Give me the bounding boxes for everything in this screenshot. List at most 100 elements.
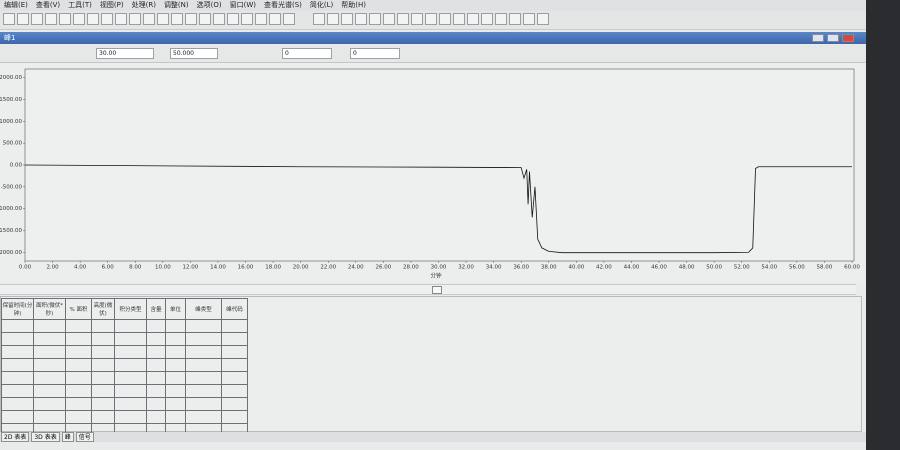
toolbar-button[interactable] <box>73 13 85 25</box>
toolbar-button[interactable] <box>397 13 409 25</box>
toolbar-button[interactable] <box>537 13 549 25</box>
horizontal-scrollbar[interactable] <box>0 284 856 295</box>
toolbar-button[interactable] <box>101 13 113 25</box>
table-row <box>1 319 248 333</box>
column-header[interactable]: % 面积 <box>65 298 92 320</box>
table-cell <box>185 371 222 385</box>
menu-item[interactable]: 处理(R) <box>131 1 156 9</box>
column-header[interactable]: 保留时间(分钟) <box>1 298 34 320</box>
window-title: 峰1 <box>4 34 16 42</box>
toolbar-button[interactable] <box>255 13 267 25</box>
toolbar-button[interactable] <box>439 13 451 25</box>
x-tick-label: 18.00 <box>265 265 281 271</box>
column-header[interactable]: 面积(微伏*秒) <box>33 298 66 320</box>
toolbar-button[interactable] <box>495 13 507 25</box>
tab[interactable]: 2D 表表 <box>1 432 30 442</box>
toolbar-button[interactable] <box>227 13 239 25</box>
column-header[interactable]: 含量 <box>146 298 166 320</box>
column-header[interactable]: 峰代码 <box>221 298 248 320</box>
tab[interactable]: 3D 表表 <box>31 432 60 442</box>
close-button[interactable] <box>842 34 854 42</box>
menu-item[interactable]: 查看(V) <box>35 1 61 9</box>
menu-item[interactable]: 视图(P) <box>99 1 124 9</box>
tab[interactable]: 信号 <box>75 432 94 442</box>
table-cell <box>221 345 248 359</box>
table-cell <box>65 358 92 372</box>
toolbar-button[interactable] <box>129 13 141 25</box>
toolbar-button[interactable] <box>369 13 381 25</box>
tab[interactable]: 峰 <box>61 432 74 442</box>
table-cell <box>165 345 186 359</box>
input-field[interactable]: 50.000 <box>170 48 218 59</box>
toolbar-button[interactable] <box>425 13 437 25</box>
toolbar-button[interactable] <box>411 13 423 25</box>
column-header[interactable]: 高度(微伏) <box>91 298 115 320</box>
x-axis-label: 分钟 <box>430 272 442 280</box>
x-tick-label: 60.00 <box>844 265 860 271</box>
x-tick-label: 58.00 <box>817 265 833 271</box>
toolbar-button[interactable] <box>143 13 155 25</box>
x-tick-label: 16.00 <box>238 265 254 271</box>
toolbar-button[interactable] <box>171 13 183 25</box>
toolbar-button[interactable] <box>157 13 169 25</box>
menu-item[interactable]: 简化(L) <box>309 1 334 9</box>
table-cell <box>114 332 147 346</box>
x-tick-label: 22.00 <box>320 265 336 271</box>
menu-item[interactable]: 帮助(H) <box>341 1 367 9</box>
menu-item[interactable]: 调整(N) <box>163 1 189 9</box>
toolbar-button[interactable] <box>185 13 197 25</box>
toolbar-button[interactable] <box>199 13 211 25</box>
toolbar-button[interactable] <box>241 13 253 25</box>
toolbar-button[interactable] <box>327 13 339 25</box>
column-header[interactable]: 峰类型 <box>185 298 222 320</box>
table-cell <box>114 345 147 359</box>
toolbar-button[interactable] <box>45 13 57 25</box>
results-pane: 保留时间(分钟) 面积(微伏*秒)% 面积 高度(微伏) 积分类型 含量 单位 峰类型 峰代码 <box>0 296 862 437</box>
table-cell <box>1 384 34 398</box>
toolbar-button[interactable] <box>453 13 465 25</box>
table-cell <box>91 358 115 372</box>
table-cell <box>65 332 92 346</box>
toolbar-button[interactable] <box>269 13 281 25</box>
input-field[interactable]: 0 <box>282 48 332 59</box>
peak-table: 保留时间(分钟) 面积(微伏*秒)% 面积 高度(微伏) 积分类型 含量 单位 峰类型 峰代码 <box>1 298 248 437</box>
menu-item[interactable]: 窗口(W) <box>229 1 256 9</box>
column-header[interactable]: 积分类型 <box>114 298 147 320</box>
table-cell <box>185 410 222 424</box>
maximize-button[interactable] <box>827 34 839 42</box>
x-tick-label: 54.00 <box>761 265 777 271</box>
toolbar-button[interactable] <box>115 13 127 25</box>
table-cell <box>221 358 248 372</box>
toolbar-button[interactable] <box>59 13 71 25</box>
toolbar-button[interactable] <box>509 13 521 25</box>
column-header[interactable]: 单位 <box>165 298 186 320</box>
toolbar-button[interactable] <box>213 13 225 25</box>
menu-item[interactable]: 工具(T) <box>68 1 92 9</box>
table-cell <box>165 371 186 385</box>
toolbar-button[interactable] <box>523 13 535 25</box>
x-tick-label: 4.00 <box>74 265 87 271</box>
toolbar-button[interactable] <box>313 13 325 25</box>
menu-item[interactable]: 查看光谱(S) <box>264 1 302 9</box>
minimize-button[interactable] <box>812 34 824 42</box>
toolbar-button[interactable] <box>355 13 367 25</box>
toolbar-button[interactable] <box>3 13 15 25</box>
toolbar-button[interactable] <box>481 13 493 25</box>
toolbar-button[interactable] <box>17 13 29 25</box>
toolbar-button[interactable] <box>467 13 479 25</box>
tab-bar: 2D 表表 3D 表表峰信号 <box>0 432 866 442</box>
toolbar-button[interactable] <box>383 13 395 25</box>
input-field[interactable]: 0 <box>350 48 400 59</box>
toolbar-button[interactable] <box>341 13 353 25</box>
menu-item[interactable]: 选项(O) <box>196 1 222 9</box>
table-cell <box>146 319 166 333</box>
toolbar-button[interactable] <box>31 13 43 25</box>
toolbar-button[interactable] <box>283 13 295 25</box>
toolbar-button[interactable] <box>87 13 99 25</box>
menu-item[interactable]: 编辑(E) <box>4 1 28 9</box>
x-tick-label: 12.00 <box>183 265 199 271</box>
table-cell <box>185 319 222 333</box>
table-cell <box>185 345 222 359</box>
input-field[interactable]: 30.00 <box>96 48 154 59</box>
scroll-thumb[interactable] <box>432 286 442 294</box>
